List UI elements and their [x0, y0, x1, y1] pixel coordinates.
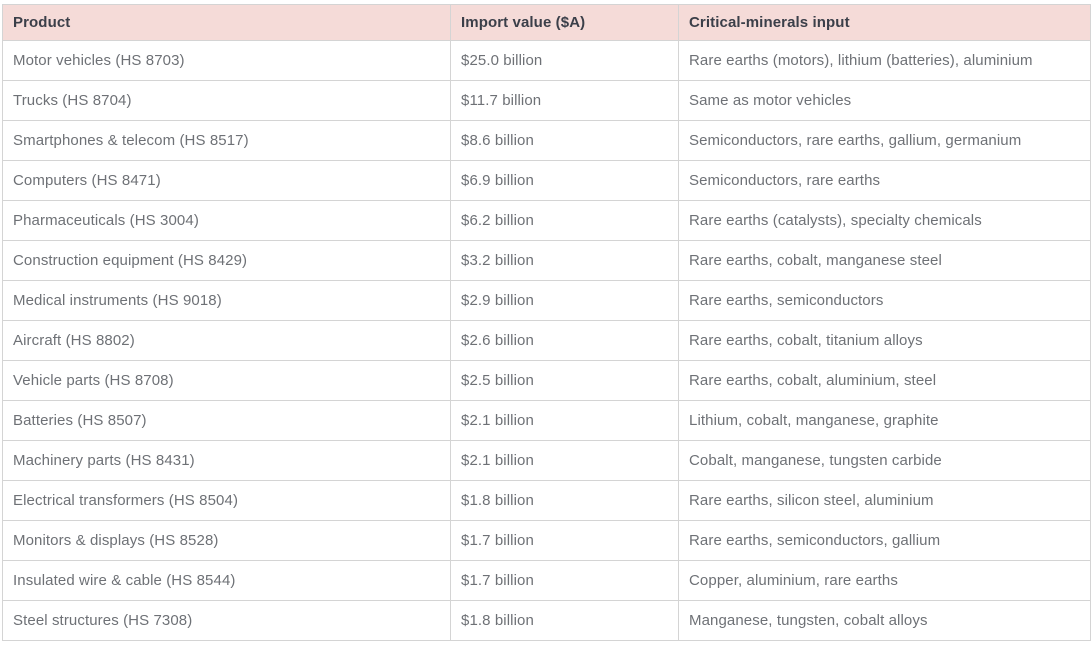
product-cell: Batteries (HS 8507)	[2, 400, 451, 441]
import-value-cell: $2.1 billion	[450, 440, 679, 481]
minerals-input-cell: Semiconductors, rare earths	[678, 160, 1091, 201]
product-cell: Trucks (HS 8704)	[2, 80, 451, 121]
table-body: Motor vehicles (HS 8703) $25.0 billion Rar…	[2, 40, 1091, 641]
table-row: Aircraft (HS 8802) $2.6 billion Rare earth…	[2, 320, 1091, 361]
column-header-product: Product	[2, 4, 451, 41]
column-header-import-value: Import value ($A)	[450, 4, 679, 41]
minerals-input-cell: Same as motor vehicles	[678, 80, 1091, 121]
table-row: Machinery parts (HS 8431) $2.1 billion Cob…	[2, 440, 1091, 481]
minerals-input-cell: Lithium, cobalt, manganese, graphite	[678, 400, 1091, 441]
import-value-cell: $6.2 billion	[450, 200, 679, 241]
import-value-cell: $2.5 billion	[450, 360, 679, 401]
table-row: Pharmaceuticals (HS 3004) $6.2 billion Rar…	[2, 200, 1091, 241]
product-cell: Pharmaceuticals (HS 3004)	[2, 200, 451, 241]
minerals-input-cell: Rare earths, cobalt, aluminium, steel	[678, 360, 1091, 401]
table-row: Smartphones & telecom (HS 8517) $8.6 bill…	[2, 120, 1091, 161]
minerals-input-cell: Cobalt, manganese, tungsten carbide	[678, 440, 1091, 481]
product-cell: Monitors & displays (HS 8528)	[2, 520, 451, 561]
minerals-input-cell: Rare earths (motors), lithium (batteries…	[678, 40, 1091, 81]
table-row: Computers (HS 8471) $6.9 billion Semicondu…	[2, 160, 1091, 201]
import-value-cell: $2.6 billion	[450, 320, 679, 361]
import-value-cell: $2.9 billion	[450, 280, 679, 321]
table-row: Insulated wire & cable (HS 8544) $1.7 bil…	[2, 560, 1091, 601]
minerals-input-cell: Rare earths, silicon steel, aluminium	[678, 480, 1091, 521]
minerals-input-cell: Manganese, tungsten, cobalt alloys	[678, 600, 1091, 641]
product-cell: Insulated wire & cable (HS 8544)	[2, 560, 451, 601]
product-cell: Aircraft (HS 8802)	[2, 320, 451, 361]
table-row: Vehicle parts (HS 8708) $2.5 billion Rare …	[2, 360, 1091, 401]
product-cell: Steel structures (HS 7308)	[2, 600, 451, 641]
table-row: Medical instruments (HS 9018) $2.9 billio…	[2, 280, 1091, 321]
table-container: Product Import value ($A) Critical-miner…	[2, 4, 1091, 641]
product-cell: Electrical transformers (HS 8504)	[2, 480, 451, 521]
import-value-cell: $8.6 billion	[450, 120, 679, 161]
minerals-input-cell: Semiconductors, rare earths, gallium, ge…	[678, 120, 1091, 161]
table-row: Trucks (HS 8704) $11.7 billion Same as mot…	[2, 80, 1091, 121]
import-value-cell: $1.7 billion	[450, 520, 679, 561]
minerals-input-cell: Rare earths, cobalt, manganese steel	[678, 240, 1091, 281]
minerals-input-cell: Rare earths, cobalt, titanium alloys	[678, 320, 1091, 361]
table-row: Steel structures (HS 7308) $1.8 billion Ma…	[2, 600, 1091, 641]
critical-minerals-imports-table: Product Import value ($A) Critical-miner…	[2, 4, 1091, 641]
table-row: Motor vehicles (HS 8703) $25.0 billion Rar…	[2, 40, 1091, 81]
import-value-cell: $1.8 billion	[450, 600, 679, 641]
import-value-cell: $3.2 billion	[450, 240, 679, 281]
table-row: Batteries (HS 8507) $2.1 billion Lithium, …	[2, 400, 1091, 441]
table-row: Construction equipment (HS 8429) $3.2 bil…	[2, 240, 1091, 281]
product-cell: Computers (HS 8471)	[2, 160, 451, 201]
product-cell: Motor vehicles (HS 8703)	[2, 40, 451, 81]
import-value-cell: $11.7 billion	[450, 80, 679, 121]
column-header-minerals-input: Critical-minerals input	[678, 4, 1091, 41]
import-value-cell: $2.1 billion	[450, 400, 679, 441]
import-value-cell: $6.9 billion	[450, 160, 679, 201]
product-cell: Vehicle parts (HS 8708)	[2, 360, 451, 401]
table-row: Electrical transformers (HS 8504) $1.8 bi…	[2, 480, 1091, 521]
minerals-input-cell: Copper, aluminium, rare earths	[678, 560, 1091, 601]
product-cell: Medical instruments (HS 9018)	[2, 280, 451, 321]
minerals-input-cell: Rare earths (catalysts), specialty chemi…	[678, 200, 1091, 241]
product-cell: Machinery parts (HS 8431)	[2, 440, 451, 481]
minerals-input-cell: Rare earths, semiconductors	[678, 280, 1091, 321]
import-value-cell: $1.7 billion	[450, 560, 679, 601]
product-cell: Construction equipment (HS 8429)	[2, 240, 451, 281]
product-cell: Smartphones & telecom (HS 8517)	[2, 120, 451, 161]
import-value-cell: $1.8 billion	[450, 480, 679, 521]
header-row: Product Import value ($A) Critical-miner…	[2, 4, 1091, 41]
import-value-cell: $25.0 billion	[450, 40, 679, 81]
minerals-input-cell: Rare earths, semiconductors, gallium	[678, 520, 1091, 561]
table-row: Monitors & displays (HS 8528) $1.7 billio…	[2, 520, 1091, 561]
